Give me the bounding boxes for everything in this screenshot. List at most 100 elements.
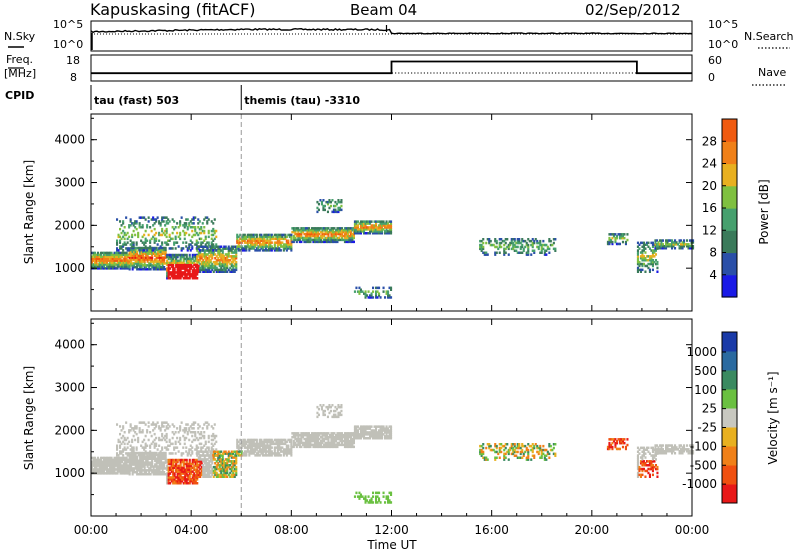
velocity-cell: [276, 438, 279, 442]
power-cell: [163, 266, 166, 269]
power-cell: [531, 241, 534, 245]
power-cell: [116, 259, 119, 262]
power-cell: [367, 228, 370, 231]
power-cell: [106, 253, 109, 257]
power-cell: [209, 259, 212, 262]
power-cell: [671, 243, 674, 246]
power-cell: [506, 238, 509, 241]
power-cell: [100, 255, 103, 258]
velocity-cell: [181, 460, 184, 464]
power-cell: [321, 236, 324, 240]
power-cell: [188, 273, 191, 276]
power-cell: [124, 253, 127, 257]
power-cell: [284, 237, 287, 241]
velocity-cell: [498, 456, 501, 459]
velocity-cell: [288, 440, 291, 444]
power-cell: [194, 243, 197, 246]
velocity-cell: [150, 434, 153, 438]
velocity-cell: [515, 446, 518, 450]
velocity-cell: [218, 454, 221, 457]
velocity-cell: [540, 452, 543, 456]
velocity-cell: [185, 474, 188, 477]
velocity-cell: [208, 469, 211, 473]
velocity-cell: [176, 468, 179, 471]
velocity-cell: [215, 467, 218, 471]
velocity-cell: [132, 448, 135, 451]
power-cell: [288, 233, 291, 237]
power-cell: [173, 253, 176, 257]
power-cell: [390, 288, 393, 291]
power-cell: [278, 247, 281, 250]
power-cell: [174, 247, 177, 250]
power-cell: [692, 239, 695, 242]
power-cell: [370, 226, 373, 229]
velocity-cell: [170, 462, 173, 466]
power-cell: [101, 263, 104, 266]
freq-panel-frame: [90, 54, 693, 82]
velocity-cell: [504, 446, 507, 450]
power-cell: [638, 262, 641, 266]
power-cell: [215, 249, 218, 252]
velocity-cell: [143, 457, 146, 460]
power-cell: [233, 255, 236, 258]
power-cell: [304, 227, 307, 230]
velocity-cell: [226, 452, 229, 455]
velocity-cell: [549, 448, 552, 452]
power-cell: [125, 251, 128, 255]
velocity-cell: [298, 434, 301, 437]
velocity-cell: [494, 450, 497, 454]
velocity-cell: [188, 458, 191, 462]
power-cell: [191, 255, 194, 259]
velocity-cell: [161, 455, 164, 459]
power-cell: [119, 241, 122, 244]
velocity-cell: [204, 448, 207, 451]
velocity-cell: [157, 461, 160, 464]
velocity-cell: [246, 446, 249, 449]
power-cell: [243, 249, 246, 252]
power-cell: [342, 234, 345, 238]
power-cell: [355, 228, 358, 231]
velocity-cell: [498, 443, 501, 446]
power-cell: [124, 261, 127, 264]
velocity-cell: [648, 462, 651, 465]
velocity-cell: [202, 473, 205, 477]
power-cell: [149, 260, 152, 263]
velocity-cell: [193, 476, 196, 479]
power-cell: [173, 277, 176, 280]
velocity-cell: [644, 464, 647, 467]
velocity-cell: [331, 404, 334, 407]
power-cell: [120, 237, 123, 241]
power-cell: [372, 290, 375, 293]
power-cell: [127, 255, 130, 258]
velocity-cell: [263, 448, 266, 451]
power-cell: [188, 271, 191, 274]
power-cell: [657, 247, 660, 250]
velocity-cell: [163, 461, 166, 464]
velocity-cell: [176, 470, 179, 473]
velocity-cell: [152, 455, 155, 459]
velocity-cell: [154, 457, 157, 460]
power-cell: [227, 245, 230, 248]
power-cell: [548, 238, 551, 241]
power-cell: [336, 240, 339, 244]
velocity-cell: [203, 450, 206, 453]
velocity-cell: [179, 425, 182, 428]
velocity-cell: [324, 432, 327, 435]
velocity-cell: [164, 467, 167, 470]
velocity-cell: [203, 436, 206, 440]
power-cell: [346, 234, 349, 238]
velocity-cell: [129, 444, 132, 447]
velocity-cell: [116, 456, 119, 460]
velocity-cell: [300, 439, 303, 443]
velocity-cell: [135, 425, 138, 428]
velocity-cell: [524, 450, 527, 454]
velocity-cell: [199, 456, 202, 459]
power-cell: [203, 251, 206, 254]
velocity-cell: [113, 464, 116, 467]
power-cell: [623, 233, 626, 236]
velocity-cell: [177, 440, 180, 444]
power-cell: [495, 241, 498, 245]
power-cell: [117, 233, 120, 237]
velocity-cell: [288, 438, 291, 442]
velocity-cell: [310, 435, 313, 439]
